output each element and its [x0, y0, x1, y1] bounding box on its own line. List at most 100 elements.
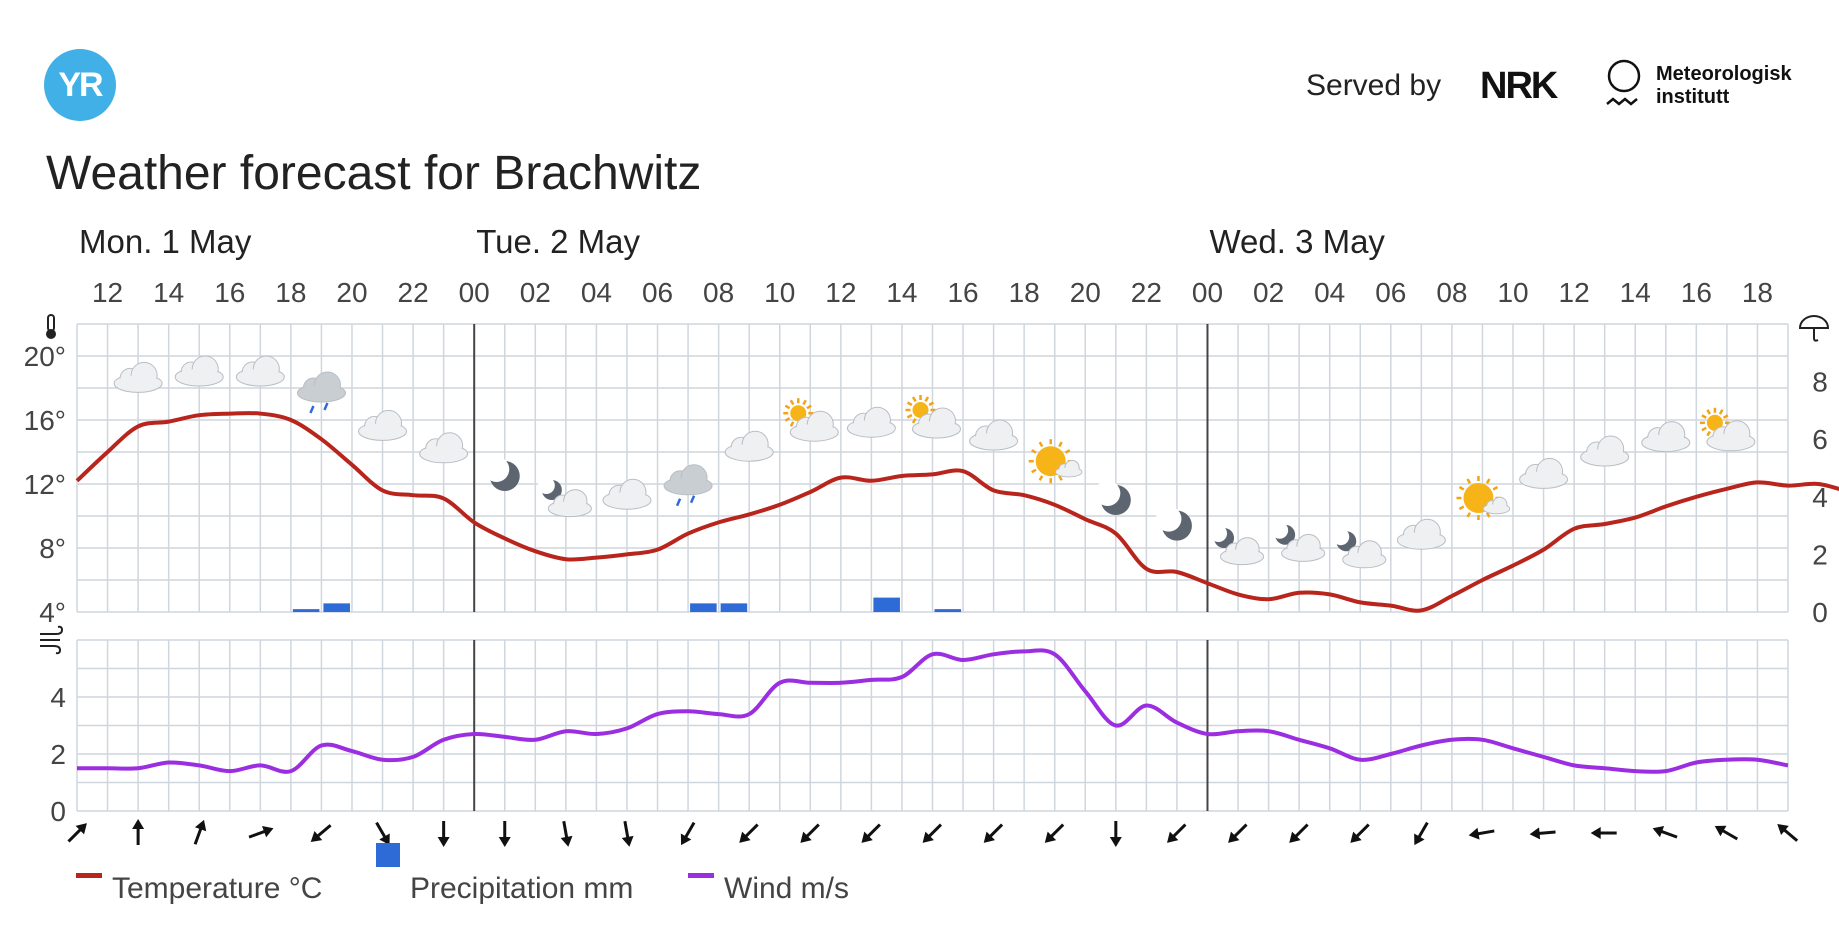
served-by-label: Served by	[1306, 69, 1442, 102]
fair-day-icon	[1456, 476, 1511, 520]
partly-cloudy-day-icon	[783, 398, 839, 442]
cloudy-icon	[235, 355, 285, 387]
wind-arrow	[1228, 823, 1248, 843]
weather-symbols	[113, 355, 1756, 569]
precipitation-bar	[323, 603, 350, 612]
moon-icon	[1155, 506, 1192, 541]
temperature-tick-label: 20°	[24, 341, 66, 372]
cloudy-icon	[1396, 518, 1446, 550]
hour-tick-label: 16	[1681, 277, 1712, 308]
wind-arrow	[1590, 827, 1617, 839]
partly-cloudy-day-icon	[905, 395, 961, 439]
wind-arrow	[1529, 827, 1556, 840]
cloudy-icon	[113, 361, 163, 393]
temperature-tick-label: 4°	[39, 597, 66, 628]
wind-arrow	[1714, 825, 1739, 841]
legend-precipitation: Precipitation mm	[410, 872, 634, 905]
cloudy-icon	[969, 419, 1019, 451]
wind-direction-arrows	[67, 819, 1799, 847]
day-label: Wed. 3 May	[1209, 223, 1385, 260]
page-title: Weather forecast for Brachwitz	[46, 147, 702, 200]
met-institute-logo-icon[interactable]	[1604, 58, 1648, 118]
nrk-logo[interactable]: NRK	[1480, 65, 1558, 107]
hour-tick-label: 16	[214, 277, 245, 308]
hour-tick-label: 10	[1497, 277, 1528, 308]
temperature-line	[75, 411, 1839, 613]
precipitation-tick-label: 8	[1812, 367, 1828, 398]
hour-tick-label: 02	[520, 277, 551, 308]
wind-arrow	[375, 821, 390, 846]
grid	[76, 323, 1789, 812]
partly-cloudy-day-icon	[1699, 407, 1756, 452]
wind-icon	[40, 625, 64, 655]
precipitation-tick-label: 4	[1812, 482, 1828, 513]
wind-tick-label: 0	[50, 796, 66, 827]
hour-tick-label: 08	[1436, 277, 1467, 308]
cloudy-icon	[1519, 457, 1569, 489]
precipitation-tick-label: 6	[1812, 424, 1828, 455]
hour-tick-label: 18	[275, 277, 306, 308]
wind-arrow	[621, 820, 634, 847]
yr-logo[interactable]: YR	[44, 49, 116, 121]
partly-cloudy-night-icon	[1271, 521, 1326, 562]
fair-day-icon	[1028, 439, 1083, 484]
moon-icon	[483, 456, 520, 491]
precipitation-bar	[873, 597, 900, 612]
temperature-tick-label: 12°	[24, 469, 66, 500]
hour-tick-label: 14	[1620, 277, 1651, 308]
hour-tick-label: 12	[92, 277, 123, 308]
precipitation-bar	[690, 603, 717, 612]
wind-arrow	[861, 823, 881, 843]
wind-tick-label: 4	[50, 682, 66, 713]
cloudy-icon	[1580, 435, 1630, 467]
wind-arrow	[922, 823, 943, 843]
day-label: Mon. 1 May	[79, 223, 252, 260]
light-rain-icon	[296, 371, 346, 414]
precipitation-bars	[292, 597, 962, 612]
umbrella-icon	[1798, 315, 1830, 342]
wind-arrow	[1777, 824, 1799, 842]
cloudy-icon	[358, 409, 408, 441]
wind-arrow	[193, 819, 207, 845]
wind-arrow	[680, 821, 696, 846]
met-institute-name-line2: institutt	[1656, 86, 1730, 108]
wind-arrow	[983, 823, 1004, 843]
wind-arrow	[1468, 827, 1495, 840]
wind-arrow	[1652, 825, 1678, 839]
wind-arrow	[437, 821, 450, 847]
precipitation-bar	[292, 609, 320, 612]
day-label: Tue. 2 May	[476, 223, 640, 260]
hour-tick-label: 20	[1070, 277, 1101, 308]
cloudy-icon	[1641, 421, 1691, 453]
hour-tick-label: 18	[1009, 277, 1040, 308]
legend-wind: Wind m/s	[724, 872, 850, 905]
light-rain-icon	[663, 464, 713, 507]
hour-tick-label: 06	[642, 277, 673, 308]
hour-tick-label: 22	[1131, 277, 1162, 308]
moon-icon	[1094, 480, 1131, 515]
wind-arrow	[1289, 823, 1309, 843]
wind-arrow	[310, 824, 332, 842]
partly-cloudy-night-icon	[537, 477, 592, 518]
hour-tick-label: 00	[1192, 277, 1223, 308]
cloudy-icon	[724, 430, 774, 462]
hour-tick-label: 22	[398, 277, 429, 308]
wind-arrow	[248, 825, 274, 839]
precipitation-bar	[720, 603, 748, 612]
precipitation-tick-label: 2	[1812, 539, 1828, 570]
wind-arrow	[739, 823, 759, 843]
hour-tick-label: 00	[459, 277, 490, 308]
wind-arrow	[1044, 823, 1065, 843]
hour-tick-label: 06	[1375, 277, 1406, 308]
hour-tick-label: 08	[703, 277, 734, 308]
hour-tick-label: 14	[153, 277, 184, 308]
wind-arrow	[498, 821, 511, 847]
hour-tick-label: 02	[1253, 277, 1284, 308]
precipitation-bar	[934, 609, 962, 612]
temperature-tick-label: 8°	[39, 533, 66, 564]
wind-arrow	[800, 823, 820, 843]
hour-tick-label: 18	[1742, 277, 1773, 308]
wind-arrow	[560, 820, 573, 847]
